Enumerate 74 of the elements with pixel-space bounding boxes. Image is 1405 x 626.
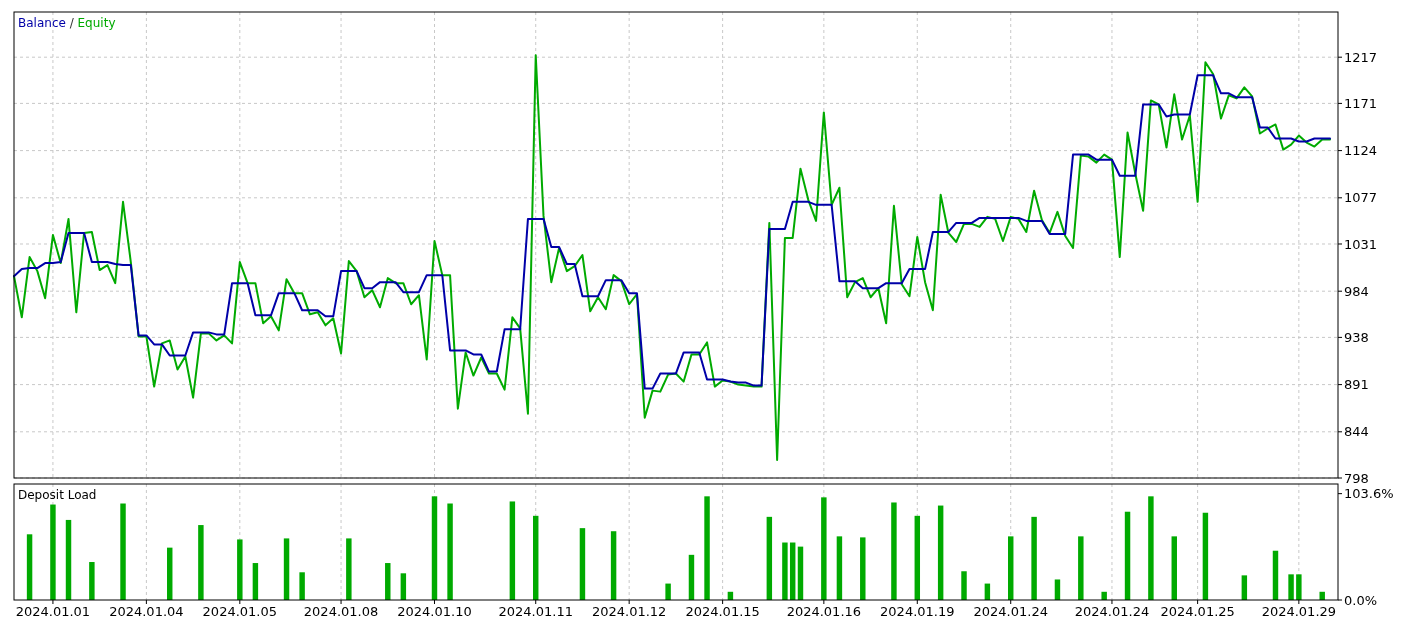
x-tick-label: 2024.01.19 <box>880 604 955 619</box>
bar <box>914 515 921 600</box>
y-tick-label: 984 <box>1344 283 1369 299</box>
bar <box>533 515 539 600</box>
line-series <box>13 54 1331 461</box>
bar <box>961 571 967 600</box>
x-tick-label: 2024.01.04 <box>109 604 184 619</box>
y-tick-label: 891 <box>1344 377 1369 393</box>
bar <box>120 503 126 600</box>
bar <box>579 528 586 600</box>
bar <box>1101 591 1107 600</box>
y-tick-label: 798 <box>1344 470 1369 486</box>
bar <box>346 538 352 600</box>
bar <box>1241 575 1248 600</box>
y-tick-label: 1171 <box>1344 95 1378 111</box>
bar <box>283 538 290 600</box>
bar <box>385 563 391 600</box>
bar <box>1031 516 1037 600</box>
x-tick-label: 2024.01.16 <box>786 604 862 619</box>
chart-title: Deposit Load <box>18 488 97 502</box>
x-tick-label: 2024.01.10 <box>397 604 472 619</box>
x-tick-label: 2024.01.24 <box>973 604 1048 619</box>
bar <box>65 519 72 600</box>
y-tick-label: 844 <box>1344 424 1369 440</box>
bar <box>89 562 95 600</box>
bar <box>1148 496 1154 600</box>
bar <box>860 537 866 600</box>
bar <box>400 573 407 600</box>
bar <box>26 534 33 600</box>
bar <box>299 572 305 600</box>
text: Balance <box>18 16 66 30</box>
x-tick-label: 2024.01.11 <box>498 604 573 619</box>
bar <box>509 501 516 600</box>
annotation: / <box>65 16 78 30</box>
bar <box>198 525 204 600</box>
x-tick-label: 2024.01.15 <box>685 604 760 619</box>
line-series <box>13 74 1331 390</box>
bar <box>836 536 843 600</box>
bar <box>252 563 259 600</box>
bar <box>1296 574 1302 600</box>
x-tick-label: 2024.01.24 <box>1074 604 1150 619</box>
bar <box>1202 512 1209 600</box>
bar <box>782 542 788 600</box>
bar <box>1288 574 1294 600</box>
bar <box>447 503 453 600</box>
y-tick-label: 938 <box>1344 329 1369 345</box>
x-tick-label: 2024.01.08 <box>303 604 379 619</box>
bar <box>665 583 671 600</box>
bar <box>937 505 944 600</box>
bar <box>237 539 243 600</box>
y-tick-label: 1031 <box>1344 236 1378 252</box>
y-tick-label: 0.0% <box>1344 592 1378 608</box>
bar <box>766 516 773 600</box>
bar <box>1078 536 1084 600</box>
bar <box>1124 511 1131 600</box>
bar <box>891 502 897 600</box>
bar <box>431 496 438 600</box>
bar <box>610 531 617 600</box>
y-tick-label: 1077 <box>1344 190 1378 206</box>
bar <box>821 497 827 600</box>
x-tick-label: 2024.01.01 <box>15 604 91 619</box>
bar <box>1171 536 1177 600</box>
y-tick-label: 103.6% <box>1344 486 1394 502</box>
bar <box>1008 536 1014 600</box>
x-tick-label: 2024.01.29 <box>1261 604 1337 619</box>
x-tick-label: 2024.01.05 <box>202 604 278 619</box>
x-tick-label: 2024.01.25 <box>1160 604 1235 619</box>
bar <box>704 496 710 600</box>
y-tick-label: 1124 <box>1344 143 1378 159</box>
x-tick-label: 2024.01.12 <box>591 604 667 619</box>
text: Equity <box>77 16 116 30</box>
y-tick-label: 1217 <box>1344 49 1378 65</box>
bar <box>1319 591 1325 600</box>
bar <box>50 504 56 600</box>
